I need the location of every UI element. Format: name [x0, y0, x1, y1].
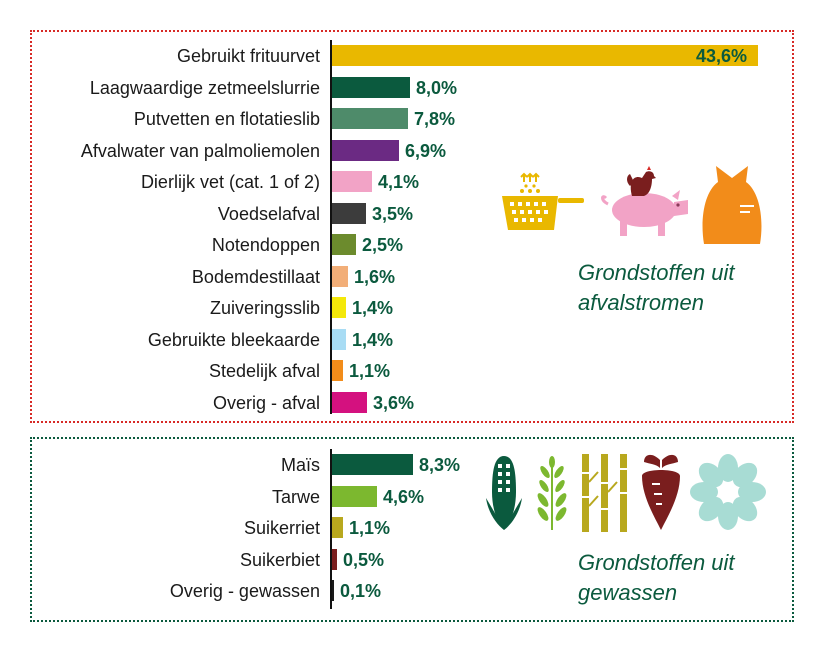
waste-value-label: 1,4% — [352, 330, 394, 350]
waste-axis — [330, 40, 332, 414]
crops-value-label: 4,6% — [383, 487, 425, 507]
waste-bar — [332, 360, 343, 381]
waste-bar — [332, 392, 367, 413]
waste-bar — [332, 140, 399, 161]
waste-value-label: 3,6% — [373, 393, 415, 413]
waste-category-label: Afvalwater van palmoliemolen — [80, 141, 320, 161]
crops-value-label: 8,3% — [419, 455, 461, 475]
crops-value-label: 0,1% — [340, 581, 382, 601]
waste-category-label: Dierlijk vet (cat. 1 of 2) — [140, 172, 320, 192]
crops-category-label: Suikerbiet — [239, 550, 320, 570]
waste-bar — [332, 171, 372, 192]
crops-value-label: 1,1% — [349, 518, 391, 538]
waste-category-label: Overig - afval — [212, 393, 320, 413]
waste-category-label: Stedelijk afval — [208, 361, 320, 381]
crops-category-label: Suikerriet — [243, 518, 320, 538]
crops-group-title: Grondstoffen uit gewassen — [578, 548, 788, 608]
waste-value-label: 6,9% — [405, 141, 447, 161]
waste-category-label: Gebruikt frituurvet — [176, 46, 320, 66]
crops-category-label: Maïs — [280, 455, 320, 475]
crops-category-label: Overig - gewassen — [169, 581, 320, 601]
waste-bar — [332, 203, 366, 224]
crops-bar — [332, 454, 413, 475]
waste-category-label: Laagwaardige zetmeelslurrie — [89, 78, 320, 98]
crops-bar — [332, 517, 343, 538]
waste-group-title-text: Grondstoffen uit afvalstromen — [578, 260, 735, 315]
crops-group-title-text: Grondstoffen uit gewassen — [578, 550, 735, 605]
crops-value-label: 0,5% — [343, 550, 385, 570]
crops-bar — [332, 549, 337, 570]
waste-streams-panel — [30, 30, 794, 423]
waste-value-label: 4,1% — [378, 172, 420, 192]
waste-value-label: 1,4% — [352, 298, 394, 318]
waste-value-label: 1,1% — [349, 361, 391, 381]
waste-bag-icon — [702, 166, 762, 244]
waste-bar — [332, 297, 346, 318]
waste-value-label: 3,5% — [372, 204, 414, 224]
crops-bar — [332, 486, 377, 507]
waste-bar — [332, 45, 758, 66]
sugarcane-icon — [582, 454, 627, 532]
waste-bar — [332, 329, 346, 350]
crops-axis — [330, 449, 332, 609]
crops-category-label: Tarwe — [271, 487, 320, 507]
wheat-icon — [537, 456, 567, 530]
flower-icon — [690, 454, 766, 530]
waste-group-title: Grondstoffen uit afvalstromen — [578, 258, 788, 318]
waste-value-label: 7,8% — [414, 109, 456, 129]
crops-bar — [332, 580, 334, 601]
waste-category-label: Bodemdestillaat — [191, 267, 320, 287]
waste-category-label: Gebruikte bleekaarde — [147, 330, 320, 350]
waste-value-label: 43,6% — [696, 46, 748, 66]
waste-category-label: Notendoppen — [211, 235, 320, 255]
fryer-basket-icon — [502, 172, 584, 230]
waste-value-label: 2,5% — [362, 235, 404, 255]
waste-bar — [332, 234, 356, 255]
waste-value-label: 1,6% — [354, 267, 396, 287]
waste-category-label: Voedselafval — [217, 204, 320, 224]
waste-bar — [332, 108, 408, 129]
crops-panel — [30, 437, 794, 622]
corn-icon — [486, 456, 522, 530]
waste-value-label: 8,0% — [416, 78, 458, 98]
waste-bar — [332, 266, 348, 287]
waste-category-label: Putvetten en flotatieslib — [133, 109, 320, 129]
sugar-beet-icon — [642, 454, 680, 530]
pig-with-chicken-icon — [601, 166, 688, 236]
waste-bar — [332, 77, 410, 98]
waste-category-label: Zuiveringsslib — [209, 298, 320, 318]
